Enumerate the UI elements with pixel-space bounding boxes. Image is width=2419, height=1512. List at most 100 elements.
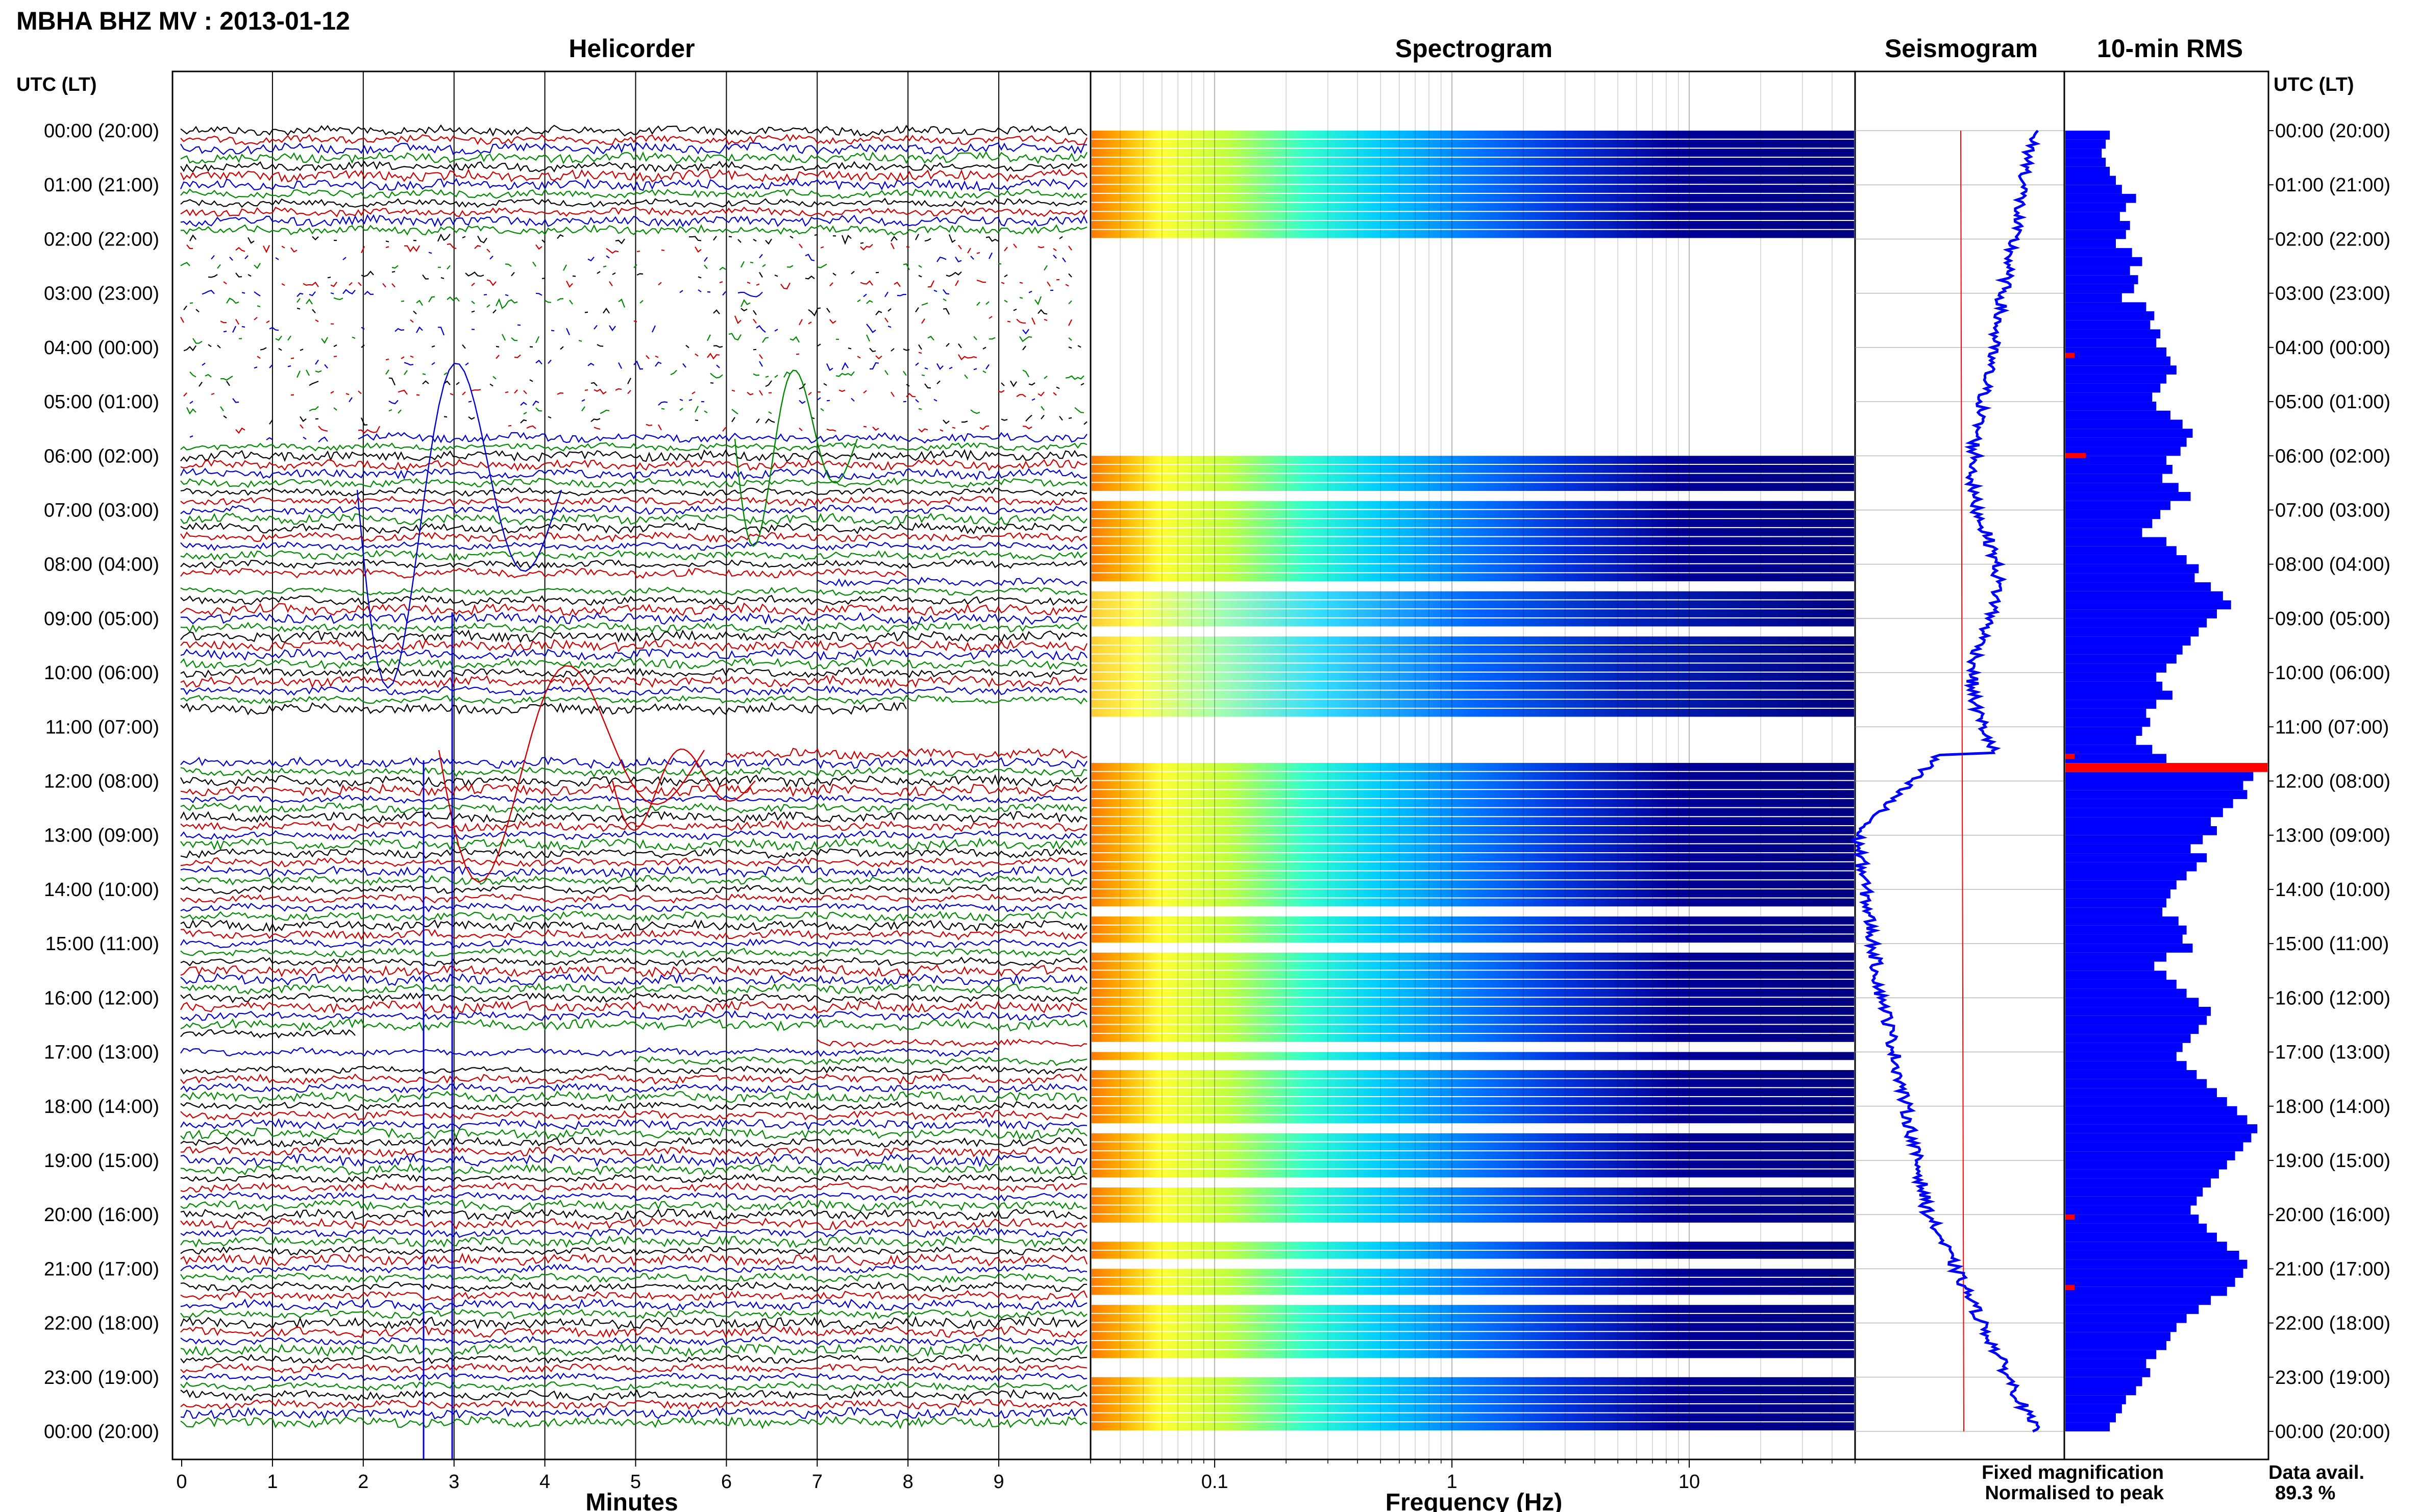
time-label: 09:00 (05:00) — [44, 608, 159, 630]
rms-bar — [2065, 1377, 2142, 1386]
helicorder-trace — [180, 477, 1088, 488]
rms-bar — [2065, 1025, 2199, 1034]
rms-bar — [2065, 826, 2217, 835]
rms-bar — [2065, 239, 2116, 249]
helicorder-trace — [180, 1308, 1088, 1320]
rms-bar — [2065, 1341, 2166, 1350]
spectrogram-row — [1092, 176, 1854, 184]
rms-bar — [2065, 609, 2217, 618]
helicorder-trace — [180, 1217, 1088, 1230]
rms-bar — [2065, 501, 2170, 510]
spectrogram-row — [1092, 131, 1854, 139]
rms-bar — [2065, 320, 2151, 330]
spectrogram-row — [1092, 673, 1854, 681]
spectrogram-tick-label: 0.1 — [1201, 1471, 1228, 1493]
helicorder-trace — [180, 865, 1088, 878]
rms-bar — [2065, 1259, 2248, 1269]
spectrogram-row — [1092, 519, 1854, 527]
rms-bar — [2065, 961, 2155, 971]
rms-bar — [2065, 257, 2142, 266]
time-label: 20:00 (16:00) — [44, 1204, 159, 1226]
helicorder-trace — [180, 701, 907, 715]
rms-bar — [2065, 988, 2187, 998]
rms-bar — [2065, 1368, 2151, 1377]
rms-bar — [2065, 1205, 2191, 1215]
helicorder-trace — [180, 766, 1088, 778]
spectrogram-row — [1092, 230, 1854, 238]
helicorder-trace — [180, 756, 1088, 769]
rms-bar — [2065, 1106, 2237, 1116]
rms-bar — [2065, 356, 2170, 366]
helicorder-trace — [180, 847, 1088, 859]
spectrogram-row — [1092, 1115, 1854, 1124]
spectrogram-row — [1092, 139, 1854, 148]
helicorder-trace — [180, 947, 1088, 958]
time-label: 03:00 (23:00) — [2275, 283, 2390, 305]
helicorder-trace — [189, 369, 1084, 381]
spectrogram-row — [1092, 1187, 1854, 1196]
rms-bar — [2065, 790, 2248, 799]
rms-bar — [2065, 564, 2199, 574]
helicorder-trace — [180, 1101, 1088, 1112]
spectrogram-row — [1092, 203, 1854, 211]
helicorder-trace — [180, 467, 1088, 481]
spectrogram-row — [1092, 1313, 1854, 1322]
rms-bar — [2065, 402, 2157, 411]
rms-bar — [2065, 1350, 2157, 1359]
rms-bar — [2065, 944, 2193, 953]
helicorder-trace — [180, 1191, 1088, 1202]
helicorder-frame — [171, 70, 1092, 1460]
spectrogram-row — [1092, 1151, 1854, 1159]
spectrogram-row — [1092, 1269, 1854, 1277]
spectrogram-row — [1092, 212, 1854, 220]
time-axis-label-left: UTC (LT) — [16, 74, 97, 95]
rms-bar — [2065, 1007, 2211, 1016]
helicorder-trace — [180, 161, 1088, 173]
spectrogram-row — [1092, 853, 1854, 861]
rms-bar — [2065, 582, 2211, 591]
time-label: 00:00 (20:00) — [44, 120, 159, 142]
helicorder-trace — [180, 811, 1088, 824]
rms-bar — [2065, 1043, 2183, 1052]
time-label: 03:00 (23:00) — [44, 283, 159, 305]
rms-bar — [2065, 781, 2243, 790]
rms-bar — [2065, 528, 2142, 537]
rms-bar — [2065, 971, 2166, 980]
helicorder-trace — [180, 1281, 1088, 1293]
rms-bar — [2065, 519, 2153, 528]
helicorder-trace — [180, 1398, 1088, 1410]
rms-bar — [2065, 871, 2187, 881]
data-avail-label: Data avail. — [2268, 1462, 2364, 1483]
helicorder-trace — [633, 1056, 1088, 1067]
spectrogram-row — [1092, 961, 1854, 970]
helicorder-trace — [180, 1083, 1088, 1094]
rms-bar — [2065, 708, 2146, 718]
time-label: 10:00 (06:00) — [44, 662, 159, 684]
spectrogram-row — [1092, 799, 1854, 807]
spectrogram-row — [1092, 988, 1854, 997]
rms-bar — [2065, 1142, 2243, 1152]
rms-bar — [2065, 1214, 2199, 1224]
rms-bar — [2065, 464, 2173, 474]
spectrogram-row — [1092, 1278, 1854, 1286]
seismogram-fixed-trace — [1851, 130, 2041, 1433]
rms-bar — [2065, 1413, 2116, 1423]
time-label: 16:00 (12:00) — [44, 987, 159, 1009]
rms-bar — [2065, 1088, 2217, 1098]
spectrogram-row — [1092, 971, 1854, 979]
spectrogram-row — [1092, 510, 1854, 518]
helicorder-event-trace — [356, 362, 562, 689]
helicorder-trace — [180, 168, 1088, 183]
rms-bar — [2065, 1278, 2235, 1287]
time-label: 21:00 (17:00) — [2275, 1258, 2390, 1280]
spectrogram-row — [1092, 1205, 1854, 1214]
helicorder-trace — [180, 197, 1088, 208]
helicorder-trace — [180, 541, 1088, 551]
rms-bar — [2065, 673, 2157, 682]
rms-bar — [2065, 1223, 2207, 1233]
helicorder-trace — [180, 1109, 1088, 1121]
helicorder-trace — [180, 567, 907, 579]
rms-bar — [2065, 347, 2166, 357]
helicorder-trace — [180, 442, 1088, 452]
